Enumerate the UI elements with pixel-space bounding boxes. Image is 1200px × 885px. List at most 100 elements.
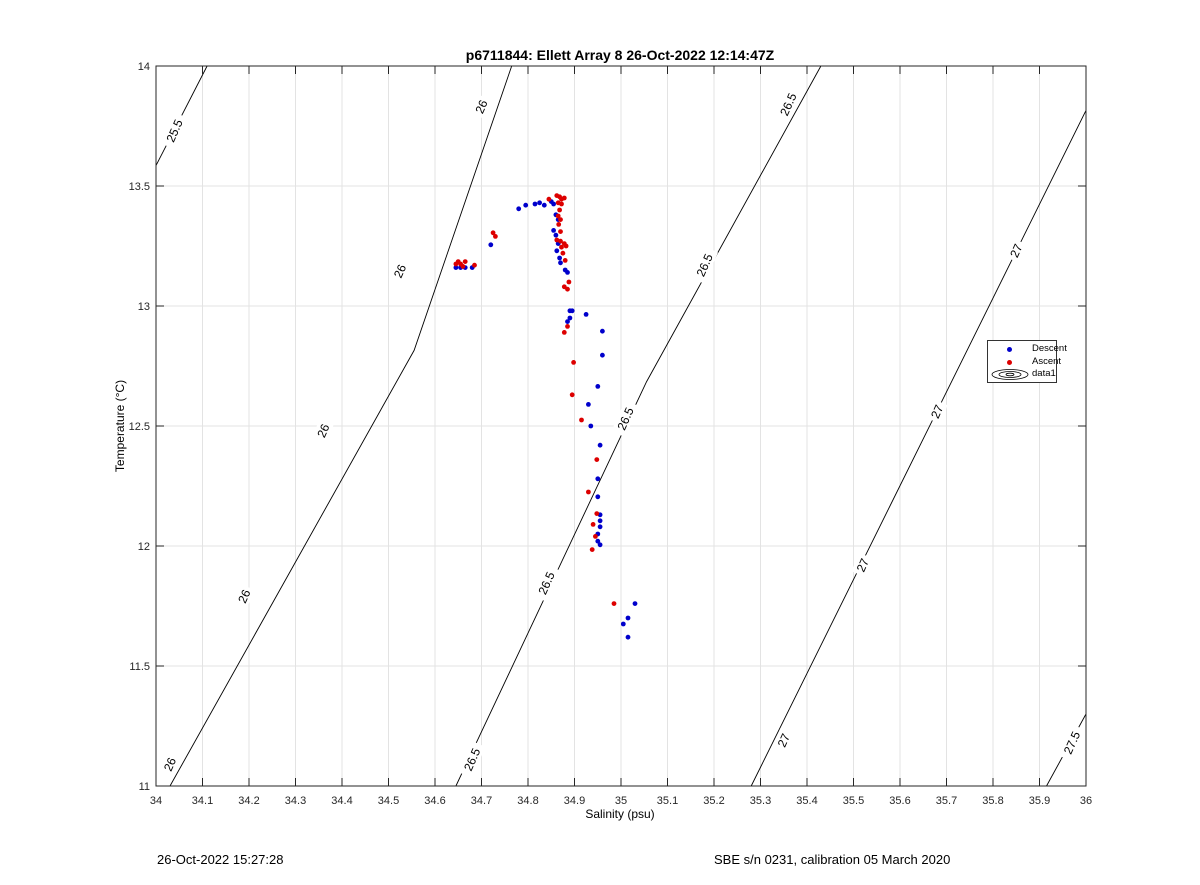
contour-label-bg [772,728,795,753]
legend-entry-data1: data1 [988,368,1056,381]
contour-label-bg [232,584,255,609]
contour-label: 27 [851,552,874,578]
x-tick-label: 34.9 [564,795,585,807]
contour-label-bg [532,564,560,602]
ascent-point [594,457,600,462]
ascent-point [557,207,562,213]
contour-label-bg [611,400,639,438]
descent-point [554,248,560,254]
ascent-point [460,264,466,269]
contour-label: 27.5 [1057,724,1086,762]
ascent-point [556,222,562,227]
ascent-point [569,392,575,398]
ascent-point [560,250,566,256]
descent-point [532,201,538,207]
contour-label-bg [690,246,719,284]
contour-label: 25.5 [160,112,188,150]
descent-point [558,260,563,266]
x-tick-label: 35.7 [936,795,957,807]
contour-label: 27 [1004,238,1027,263]
descent-point [488,242,494,248]
contour-label-text: 26 [235,587,253,605]
legend-label-ascent: Ascent [1032,356,1062,367]
contour-label-bg [470,94,492,119]
density-contours [155,65,1087,787]
contour-label-text: 26 [161,755,179,773]
contour-label-bg [1057,724,1086,762]
contour-label-text: 26 [391,262,409,280]
descent-point [557,255,562,261]
x-tick-label: 34.8 [517,795,538,807]
ascent-point [589,547,595,552]
descent-point [600,328,605,334]
x-tick-label: 35.6 [889,795,910,807]
ascent-point [558,217,563,223]
legend-label-descent: Descent [1032,343,1067,354]
footer-calibration: SBE s/n 0231, calibration 05 March 2020 [714,852,951,867]
x-tick-label: 35.8 [982,795,1003,807]
descent-point [625,615,631,621]
y-tick-label: 13.5 [129,181,150,193]
sigma-contour-26 [169,65,513,787]
contour-label-text: 26 [472,98,490,116]
y-tick-label: 11.5 [129,661,150,673]
ascent-point [490,230,496,236]
descent-point [523,202,529,208]
ascent-point [563,243,569,249]
ascent-point [594,511,600,516]
x-tick-label: 34 [150,795,162,807]
y-tick-label: 13 [138,301,150,313]
descent-point [567,315,573,321]
descent-point [595,538,601,544]
descent-point [632,601,638,606]
x-tick-label: 34.3 [285,795,306,807]
ascent-marker-icon [1007,360,1012,365]
descent-point [620,621,626,627]
descent-point [551,228,556,233]
descent-point [553,232,559,238]
contour-ellipse-icon [991,369,1029,380]
ascent-point [593,534,598,539]
descent-point [551,201,556,207]
x-tick-label: 34.1 [192,795,213,807]
legend-label-data1: data1 [1032,368,1056,379]
descent-point [597,442,603,448]
x-tick-label: 34.5 [378,795,399,807]
descent-point [597,524,603,530]
contour-label: 27 [772,728,795,753]
contour-label-bg [925,399,948,424]
ascent-point [571,360,576,365]
ascent-point [561,330,567,335]
ascent-point [566,279,572,285]
contour-label: 26.5 [532,564,560,602]
contour-label: 26 [158,752,181,777]
contour-label: 26.5 [611,400,639,438]
x-tick-label: 35.5 [843,795,864,807]
x-tick-label: 34.7 [471,795,492,807]
descent-point [595,384,601,389]
descent-point [597,518,603,524]
contour-label-text: 27 [1007,242,1025,260]
ascent-point [586,489,591,495]
y-tick-label: 11 [139,781,150,793]
ascent-point [558,238,563,244]
footer-timestamp: 26-Oct-2022 15:27:28 [157,852,284,867]
y-axis-label: Temperature (°C) [113,380,127,472]
contour-label: 26 [312,418,334,443]
chart-legend: Descent Ascent data1 [987,340,1067,383]
ascent-point [462,259,468,264]
x-tick-label: 36 [1080,795,1092,807]
descent-point [516,206,522,212]
contour-label-text: 27 [928,402,946,420]
ascent-point [611,601,617,606]
contour-label: 26.5 [774,85,802,123]
x-tick-label: 35.2 [703,795,724,807]
descent-point [600,352,605,358]
ascent-point [565,286,570,292]
descent-point [595,476,601,482]
ascent-point [561,195,567,201]
contour-label-bg [160,112,188,150]
descent-point [583,312,589,317]
ascent-point [546,196,552,202]
ascent-point [559,244,564,250]
